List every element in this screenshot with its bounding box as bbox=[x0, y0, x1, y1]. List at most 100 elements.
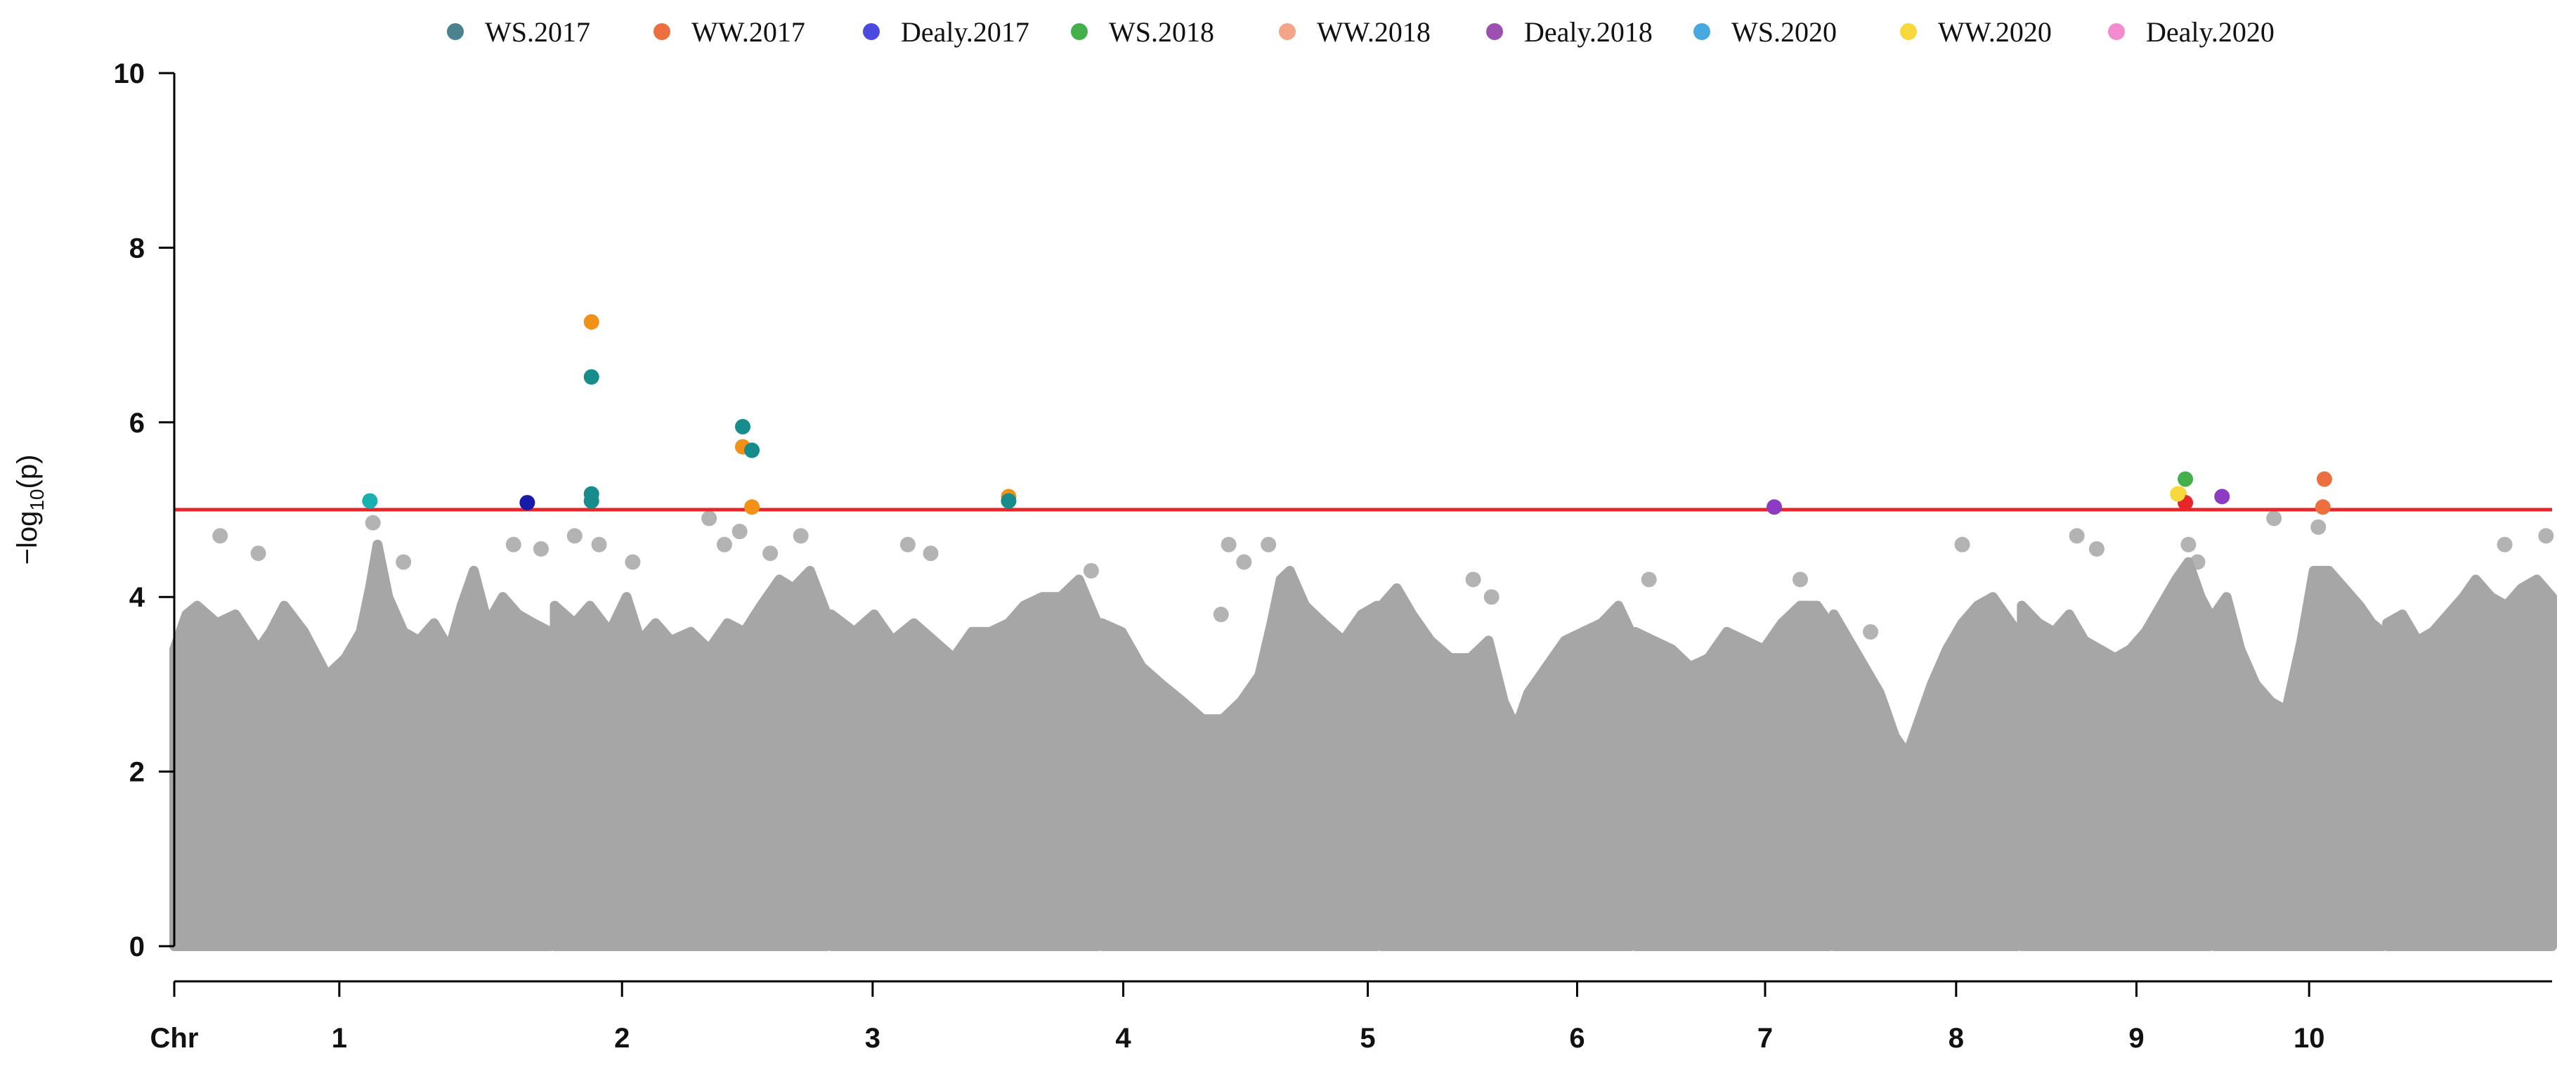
outlier-point bbox=[2310, 519, 2327, 535]
outlier-point bbox=[793, 528, 809, 544]
outlier-point bbox=[1863, 624, 1879, 640]
legend-marker bbox=[653, 23, 670, 40]
point-WS.2018 bbox=[2178, 471, 2194, 487]
outlier-point bbox=[591, 536, 607, 553]
legend-label: WS.2020 bbox=[1731, 16, 1837, 48]
y-tick-label: 8 bbox=[129, 233, 145, 264]
significant-point bbox=[744, 442, 760, 458]
outlier-point bbox=[923, 546, 939, 562]
background-outlier-points bbox=[212, 510, 2554, 640]
chromosome-4-snps bbox=[1097, 565, 1382, 951]
legend-label: WS.2018 bbox=[1109, 16, 1214, 48]
chromosome-9-snps bbox=[2209, 565, 2388, 951]
x-tick-label: 4 bbox=[1115, 1023, 1131, 1054]
outlier-point bbox=[1641, 572, 1657, 588]
x-tick-label: 2 bbox=[614, 1023, 630, 1054]
x-axis: Chr 1 2 3 4 5 6 7 8 9 10 bbox=[150, 980, 2552, 1054]
legend-marker bbox=[1900, 23, 1917, 40]
x-tick-label: 6 bbox=[1569, 1023, 1585, 1054]
outlier-point bbox=[1465, 572, 1481, 588]
outlier-point bbox=[566, 528, 583, 544]
y-tick-label: 2 bbox=[129, 757, 145, 788]
legend-marker bbox=[2108, 23, 2125, 40]
legend-label: Dealy.2018 bbox=[1524, 16, 1653, 48]
outlier-point bbox=[1213, 607, 1229, 623]
chromosome-2-snps bbox=[549, 565, 832, 951]
significant-point bbox=[735, 419, 751, 435]
outlier-point bbox=[1083, 562, 1099, 579]
legend-label: WS.2017 bbox=[485, 16, 590, 48]
legend-marker bbox=[1486, 23, 1503, 40]
x-axis-prefix: Chr bbox=[150, 1023, 199, 1054]
outlier-point bbox=[625, 554, 641, 570]
significant-point bbox=[362, 493, 378, 509]
significant-point bbox=[519, 495, 535, 511]
y-tick-label: 10 bbox=[114, 58, 145, 89]
outlier-point bbox=[2538, 528, 2554, 544]
legend-label: Dealy.2020 bbox=[2146, 16, 2275, 48]
point-WW.2017 bbox=[2316, 471, 2332, 487]
outlier-point bbox=[1221, 536, 1237, 553]
outlier-point bbox=[533, 541, 549, 557]
legend-label: WW.2018 bbox=[1317, 16, 1431, 48]
outlier-point bbox=[396, 554, 412, 570]
background-snp-mass bbox=[169, 539, 2557, 951]
x-tick-label: 3 bbox=[865, 1023, 880, 1054]
outlier-point bbox=[731, 524, 748, 540]
outlier-point bbox=[212, 528, 228, 544]
legend-marker bbox=[1279, 23, 1296, 40]
significant-snp-points bbox=[362, 314, 2332, 515]
outlier-point bbox=[2190, 554, 2206, 570]
y-tick-label: 4 bbox=[129, 582, 145, 613]
x-tick-label: 5 bbox=[1360, 1023, 1375, 1054]
legend-marker bbox=[1693, 23, 1710, 40]
outlier-point bbox=[1954, 536, 1970, 553]
significant-point bbox=[744, 499, 760, 515]
x-tick-label: 7 bbox=[1757, 1023, 1773, 1054]
outlier-point bbox=[899, 536, 916, 553]
outlier-point bbox=[762, 546, 779, 562]
significant-point bbox=[583, 369, 599, 385]
outlier-point bbox=[1792, 572, 1808, 588]
x-tick-label: 8 bbox=[1949, 1023, 1964, 1054]
y-tick-label: 6 bbox=[129, 408, 145, 439]
significant-point bbox=[583, 493, 599, 509]
y-axis: 0 2 4 6 8 10 bbox=[114, 58, 176, 962]
legend: WS.2017 WW.2017 Dealy.2017 WS.2018 WW.2018 De… bbox=[447, 16, 2275, 48]
outlier-point bbox=[1236, 554, 1252, 570]
point-WW.2017 bbox=[2315, 499, 2331, 515]
x-tick-label: 1 bbox=[332, 1023, 347, 1054]
chromosome-1-snps bbox=[169, 539, 556, 951]
significant-point bbox=[583, 314, 599, 330]
outlier-point bbox=[1483, 589, 1500, 605]
outlier-point bbox=[2088, 541, 2105, 557]
y-axis-title: −log10(p) bbox=[12, 455, 48, 565]
y-tick-label: 0 bbox=[129, 931, 145, 962]
point-WW.2020 bbox=[2170, 486, 2186, 502]
legend-marker bbox=[863, 23, 880, 40]
outlier-point bbox=[2266, 510, 2282, 527]
outlier-point bbox=[2497, 536, 2513, 553]
outlier-point bbox=[2180, 536, 2197, 553]
chromosome-8-snps bbox=[2017, 557, 2215, 951]
chromosome-5-snps bbox=[1377, 583, 1636, 951]
legend-label: Dealy.2017 bbox=[901, 16, 1029, 48]
outlier-point bbox=[505, 536, 521, 553]
outlier-point bbox=[365, 515, 381, 531]
chromosome-10-snps bbox=[2382, 574, 2557, 951]
outlier-point bbox=[1261, 536, 1277, 553]
legend-label: WW.2020 bbox=[1938, 16, 2052, 48]
outlier-point bbox=[701, 510, 717, 527]
x-tick-label: 9 bbox=[2128, 1023, 2144, 1054]
chromosome-7-snps bbox=[1828, 592, 2022, 951]
legend-marker bbox=[447, 23, 464, 40]
significant-point bbox=[2214, 489, 2230, 505]
significant-point bbox=[1767, 499, 1783, 515]
chromosome-6-snps bbox=[1630, 600, 1835, 951]
outlier-point bbox=[2069, 528, 2085, 544]
legend-label: WW.2017 bbox=[691, 16, 805, 48]
significant-point bbox=[1001, 493, 1017, 509]
outlier-point bbox=[250, 546, 266, 562]
x-tick-label: 10 bbox=[2294, 1023, 2325, 1054]
